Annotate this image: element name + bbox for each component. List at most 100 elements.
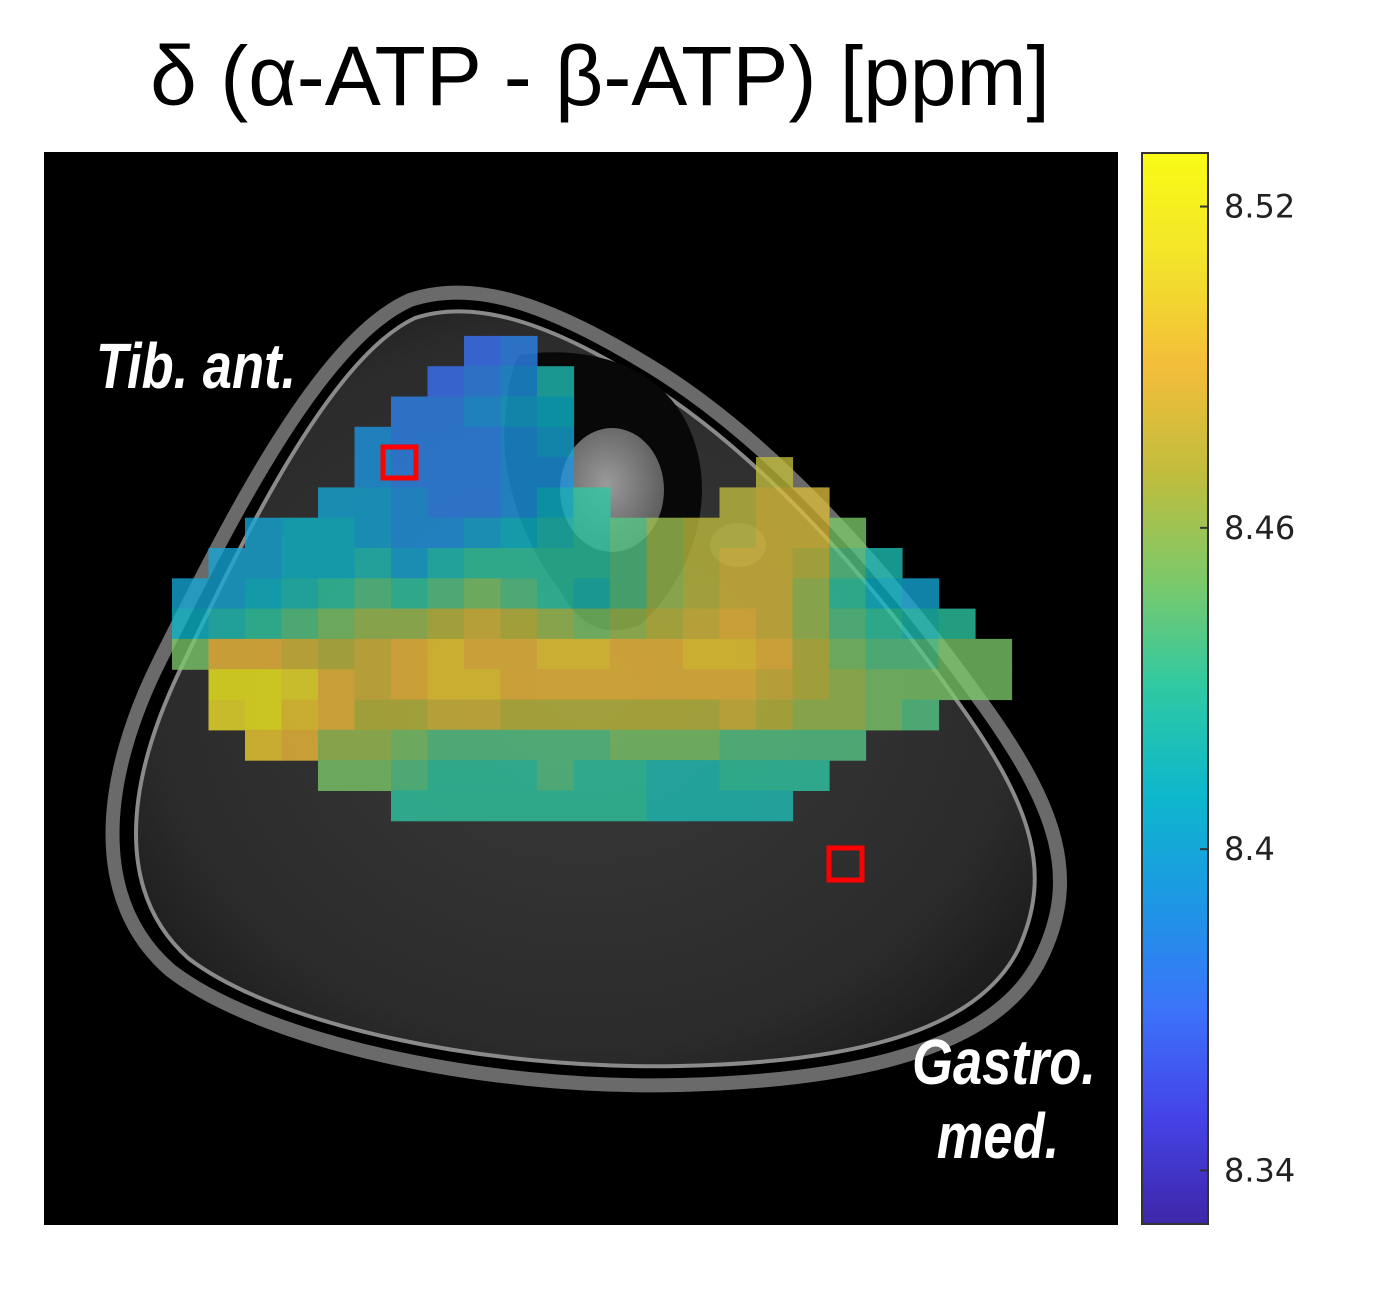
heatmap-cell xyxy=(938,669,976,701)
heatmap-cell xyxy=(464,790,502,822)
roi-marker-tibialis xyxy=(380,444,419,481)
heatmap-cell xyxy=(975,638,1013,670)
heatmap-cell xyxy=(427,790,465,822)
heatmap-cell xyxy=(756,638,794,670)
heatmap-cell xyxy=(573,729,611,761)
heatmap-cell xyxy=(427,396,465,428)
heatmap-cell xyxy=(464,760,502,791)
heatmap-cell xyxy=(756,699,794,731)
heatmap-cell xyxy=(500,578,538,610)
heatmap-cell xyxy=(281,699,319,731)
colorbar-tick-label: 8.34 xyxy=(1224,1151,1295,1189)
heatmap-cell xyxy=(354,487,392,519)
heatmap-cell xyxy=(938,638,976,670)
heatmap-cell xyxy=(318,638,356,670)
heatmap-cell xyxy=(865,578,903,610)
heatmap-cell xyxy=(391,426,429,458)
heatmap-cell xyxy=(354,578,392,610)
heatmap-cell xyxy=(391,760,429,791)
heatmap-cell xyxy=(354,426,392,458)
heatmap-cell xyxy=(318,699,356,731)
mri-image xyxy=(45,153,1117,1224)
label-tib-ant: Tib. ant. xyxy=(96,331,296,402)
heatmap-cell xyxy=(537,487,575,519)
heatmap-cell xyxy=(427,638,465,670)
heatmap-cell xyxy=(500,487,538,519)
heatmap-cell xyxy=(829,608,867,640)
heatmap-cell xyxy=(500,396,538,428)
heatmap-cell xyxy=(354,699,392,731)
heatmap-cell xyxy=(792,578,830,610)
chart-title: δ (α-ATP - β-ATP) [ppm] xyxy=(150,29,1050,123)
heatmap-cell xyxy=(464,457,502,488)
heatmap-cell xyxy=(756,669,794,701)
heatmap-cell xyxy=(537,699,575,731)
heatmap-cell xyxy=(500,517,538,549)
heatmap-cell xyxy=(902,669,940,701)
heatmap-cell xyxy=(464,669,502,701)
heatmap-cell xyxy=(245,729,283,761)
heatmap-cell xyxy=(208,669,246,701)
heatmap-cell xyxy=(865,608,903,640)
heatmap-cell xyxy=(683,729,721,761)
heatmap-cell xyxy=(281,669,319,701)
heatmap-cell xyxy=(792,760,830,791)
heatmap-cell xyxy=(318,548,356,579)
heatmap-cell xyxy=(865,699,903,731)
heatmap-cell xyxy=(537,608,575,640)
heatmap-cell xyxy=(427,548,465,579)
heatmap-cell xyxy=(354,729,392,761)
heatmap-cell xyxy=(427,669,465,701)
heatmap-cell xyxy=(537,396,575,428)
heatmap-cell xyxy=(208,638,246,670)
heatmap-cell xyxy=(573,578,611,610)
heatmap-cell xyxy=(245,669,283,701)
heatmap-cell xyxy=(427,426,465,458)
heatmap-overlay xyxy=(172,335,1013,822)
heatmap-cell xyxy=(902,608,940,640)
heatmap-cell xyxy=(829,578,867,610)
heatmap-cell xyxy=(427,487,465,519)
heatmap-cell xyxy=(500,548,538,579)
label-gastro: Gastro. xyxy=(912,1027,1096,1098)
heatmap-cell xyxy=(610,760,648,791)
heatmap-cell xyxy=(500,366,538,398)
heatmap-cell xyxy=(172,608,210,640)
heatmap-cell xyxy=(610,699,648,731)
heatmap-cell xyxy=(427,457,465,488)
heatmap-cell xyxy=(756,578,794,610)
heatmap-cell xyxy=(318,669,356,701)
heatmap-cell xyxy=(573,608,611,640)
heatmap-cell xyxy=(281,608,319,640)
heatmap-cell xyxy=(427,699,465,731)
heatmap-cell xyxy=(391,578,429,610)
heatmap-cell xyxy=(391,487,429,519)
heatmap-cell xyxy=(318,578,356,610)
heatmap-cell xyxy=(792,548,830,579)
heatmap-cell xyxy=(792,699,830,731)
heatmap-cell xyxy=(464,335,502,367)
heatmap-cell xyxy=(427,366,465,398)
heatmap-cell xyxy=(829,548,867,579)
heatmap-cell xyxy=(464,396,502,428)
heatmap-cell xyxy=(354,669,392,701)
heatmap-cell xyxy=(683,608,721,640)
heatmap-cell xyxy=(792,638,830,670)
heatmap-cell xyxy=(354,638,392,670)
heatmap-cell xyxy=(683,517,721,549)
heatmap-cell xyxy=(792,487,830,519)
heatmap-cell xyxy=(719,669,757,701)
heatmap-cell xyxy=(756,608,794,640)
heatmap-cell xyxy=(500,729,538,761)
heatmap-cell xyxy=(354,517,392,549)
heatmap-cell xyxy=(683,790,721,822)
heatmap-cell xyxy=(537,457,575,488)
heatmap-cell xyxy=(865,669,903,701)
heatmap-cell xyxy=(610,669,648,701)
heatmap-cell xyxy=(464,729,502,761)
heatmap-cell xyxy=(464,638,502,670)
heatmap-cell xyxy=(500,638,538,670)
heatmap-cell xyxy=(902,578,940,610)
heatmap-cell xyxy=(683,669,721,701)
heatmap-cell xyxy=(500,426,538,458)
